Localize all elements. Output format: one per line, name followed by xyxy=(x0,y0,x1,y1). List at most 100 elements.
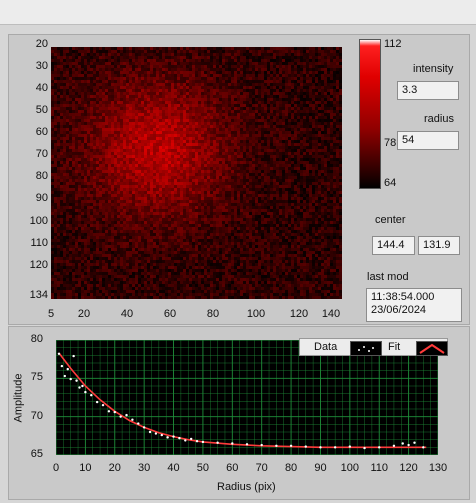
radial-profile-plot[interactable] xyxy=(56,340,438,455)
plot-x-tick: 80 xyxy=(284,462,298,474)
data-point xyxy=(275,444,278,447)
data-point xyxy=(363,446,366,450)
data-point xyxy=(119,415,122,418)
image-y-tick: 60 xyxy=(35,126,48,138)
image-y-tick: 120 xyxy=(29,259,48,271)
data-point xyxy=(72,354,75,358)
radial-profile-canvas xyxy=(56,340,438,455)
window-toolbar xyxy=(0,0,476,25)
center-label: center xyxy=(375,214,406,226)
data-point xyxy=(401,442,404,445)
data-point xyxy=(81,384,84,388)
center-y-field[interactable]: 131.9 xyxy=(418,236,460,255)
center-x-field[interactable]: 144.4 xyxy=(372,236,415,255)
plot-x-tick: 100 xyxy=(340,462,360,474)
plot-x-tick: 120 xyxy=(399,462,418,474)
intensity-label: intensity xyxy=(413,63,454,75)
data-point xyxy=(201,440,205,444)
data-point xyxy=(137,422,140,425)
data-point xyxy=(184,439,187,442)
data-point xyxy=(413,441,416,444)
data-point xyxy=(333,446,337,449)
data-point xyxy=(216,441,219,444)
image-x-tick: 60 xyxy=(163,308,177,320)
data-point xyxy=(107,410,111,413)
intensity-image[interactable] xyxy=(51,47,342,299)
intensity-field[interactable]: 3.3 xyxy=(397,81,459,100)
plot-x-tick: 0 xyxy=(52,462,60,474)
colorbar xyxy=(359,39,381,189)
image-y-tick: 100 xyxy=(29,215,48,227)
data-point xyxy=(231,442,234,445)
plot-x-tick: 40 xyxy=(167,462,180,474)
data-point xyxy=(95,400,99,404)
colorbar-max-label: 112 xyxy=(384,38,402,50)
plot-legend: Data Fit xyxy=(299,338,448,356)
data-point xyxy=(57,352,61,355)
data-point xyxy=(348,445,352,448)
image-y-tick: 20 xyxy=(35,38,48,50)
plot-y-tick: 65 xyxy=(30,448,43,460)
data-point xyxy=(304,445,307,448)
data-point xyxy=(172,435,175,438)
image-y-tick: 134 xyxy=(29,289,48,301)
image-x-tick: 80 xyxy=(206,308,220,320)
image-y-tick: 90 xyxy=(35,192,48,204)
data-point xyxy=(189,437,193,441)
data-point xyxy=(166,436,169,439)
plot-x-tick: 20 xyxy=(108,462,121,474)
legend-fit-label: Fit xyxy=(388,341,401,353)
data-point xyxy=(148,430,152,434)
plot-x-axis-title: Radius (pix) xyxy=(217,481,276,493)
image-y-tick: 70 xyxy=(35,148,48,160)
radius-field[interactable]: 54 xyxy=(397,131,459,150)
data-point xyxy=(113,410,116,414)
data-point xyxy=(131,418,134,421)
image-y-tick: 30 xyxy=(35,60,48,72)
plot-x-tick: 130 xyxy=(428,462,448,474)
plot-x-tick: 90 xyxy=(314,462,327,474)
data-point xyxy=(392,444,396,447)
image-x-tick: 100 xyxy=(246,308,266,320)
data-point xyxy=(142,426,146,429)
image-y-tick: 50 xyxy=(35,104,48,116)
data-point xyxy=(260,443,263,447)
data-point xyxy=(101,403,105,407)
plot-x-tick: 10 xyxy=(79,462,92,474)
image-x-tick: 40 xyxy=(120,308,134,320)
image-x-tick: 5 xyxy=(47,308,55,320)
data-point xyxy=(178,436,181,440)
colorbar-min-label: 64 xyxy=(384,177,397,189)
image-x-tick: 20 xyxy=(77,308,91,320)
legend-data-swatch xyxy=(350,341,382,356)
plot-x-tick: 60 xyxy=(226,462,239,474)
last-mod-field: 11:38:54.000 23/06/2024 xyxy=(366,288,462,322)
data-point xyxy=(245,443,249,446)
data-point xyxy=(78,386,81,389)
image-y-tick: 80 xyxy=(35,170,48,182)
last-mod-date: 23/06/2024 xyxy=(371,304,427,316)
plot-y-tick: 70 xyxy=(30,409,43,422)
plot-y-tick: 80 xyxy=(30,333,43,345)
last-mod-label: last mod xyxy=(367,271,409,283)
data-point xyxy=(407,443,410,447)
intensity-image-canvas xyxy=(51,47,342,299)
image-y-tick: 110 xyxy=(30,237,48,249)
data-point xyxy=(60,364,64,368)
plot-y-tick: 75 xyxy=(30,371,43,384)
plot-x-tick: 30 xyxy=(138,462,151,474)
plot-y-axis-title: Amplitude xyxy=(12,373,25,423)
data-point xyxy=(422,446,425,449)
data-point xyxy=(125,413,128,417)
last-mod-time: 11:38:54.000 xyxy=(371,291,435,303)
colorbar-mid-label: 78 xyxy=(384,137,397,149)
data-point xyxy=(63,374,67,378)
legend-data-label: Data xyxy=(314,341,338,353)
fit-line xyxy=(58,352,427,449)
legend-fit-swatch xyxy=(416,341,448,356)
image-x-tick: 140 xyxy=(321,308,341,320)
data-point xyxy=(84,390,87,394)
data-point xyxy=(66,367,69,371)
data-point xyxy=(75,379,78,382)
data-point xyxy=(154,432,158,435)
